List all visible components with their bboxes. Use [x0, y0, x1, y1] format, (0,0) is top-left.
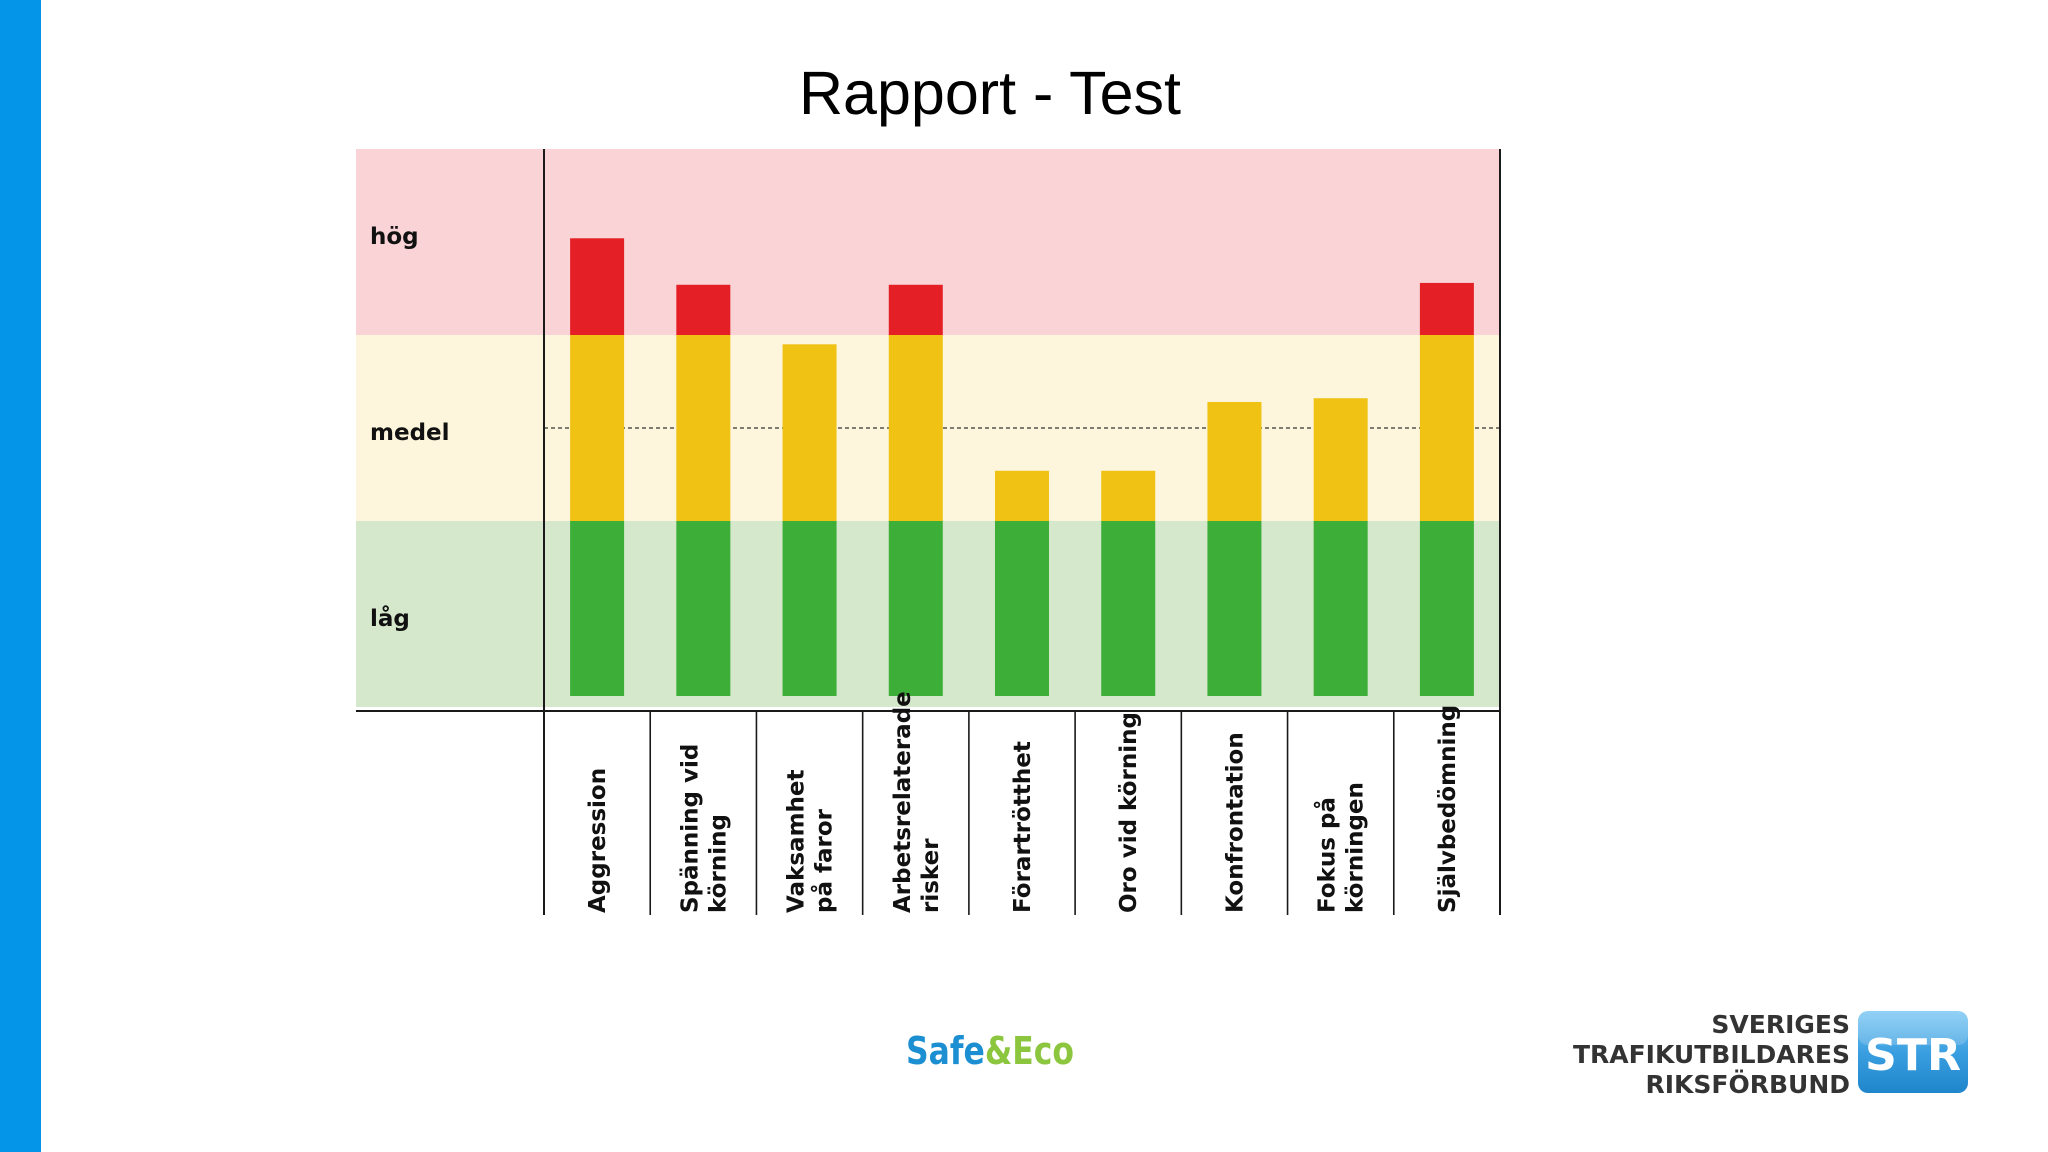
level-label-low: låg: [370, 605, 410, 632]
category-label-2: Spänning vid körning: [677, 744, 731, 913]
safeeco-eco-text: Eco: [1012, 1029, 1074, 1073]
bar-segment-medium-5: [995, 470, 1049, 521]
bar-segment-medium-7: [1207, 401, 1262, 521]
category-label-text: körningen: [1343, 782, 1369, 913]
bar-segment-low-4: [888, 521, 943, 696]
slide-title: Rapport - Test: [799, 59, 1181, 127]
bar-segment-low-5: [995, 521, 1049, 696]
svg-text:Safe&Eco: Safe&Eco: [906, 1029, 1074, 1073]
bar-segment-high-9: [1419, 282, 1474, 335]
str-organization-name: SVERIGES TRAFIKUTBILDARES RIKSFÖRBUND: [1460, 1010, 1850, 1100]
category-label-3: Vaksamhet på faror: [784, 769, 838, 913]
category-label-text: Arbetsrelaterade: [890, 691, 916, 913]
category-label-text: Oro vid körning: [1116, 712, 1142, 913]
category-label-5: Förartrötthet: [1010, 741, 1036, 913]
category-label-8: Fokus på körningen: [1314, 782, 1369, 913]
category-label-text: Förartrötthet: [1010, 741, 1036, 913]
bar-segment-medium-3: [782, 344, 837, 521]
category-label-7: Konfrontation: [1222, 732, 1248, 913]
bar-segment-medium-9: [1419, 335, 1474, 521]
str-line-2: TRAFIKUTBILDARES: [1572, 1040, 1850, 1069]
str-badge-text: STR: [1865, 1030, 1961, 1081]
bar-segment-low-8: [1313, 521, 1368, 696]
category-label-text: risker: [918, 838, 944, 913]
bar-segment-medium-8: [1313, 398, 1368, 521]
bar-segment-high-1: [570, 238, 625, 335]
bar-segment-low-7: [1207, 521, 1262, 696]
bar-segment-low-9: [1419, 521, 1474, 696]
str-logo-badge: STR: [1858, 1011, 1968, 1093]
category-label-1: Aggression: [585, 768, 611, 913]
safe-and-eco-logo: Safe&Eco: [906, 1029, 1074, 1073]
left-accent-bar: [0, 0, 41, 1152]
category-label-6: Oro vid körning: [1116, 712, 1142, 913]
safeeco-safe-text: Safe: [906, 1029, 985, 1073]
category-label-text: körning: [705, 814, 731, 913]
category-label-9: Självbedömning: [1435, 705, 1461, 913]
level-label-high: hög: [370, 224, 419, 250]
level-label-medium: medel: [370, 420, 450, 446]
category-label-text: Spänning vid: [677, 744, 703, 913]
category-label-4: Arbetsrelaterade risker: [890, 691, 944, 913]
category-label-text: Fokus på: [1314, 797, 1341, 913]
bar-segment-low-6: [1101, 521, 1156, 696]
bar-segment-low-1: [570, 521, 625, 696]
category-label-text: på faror: [811, 808, 838, 913]
bar-segment-low-3: [782, 521, 837, 696]
bar-segment-high-4: [888, 284, 943, 335]
bar-segment-medium-4: [888, 335, 943, 521]
category-label-text: Självbedömning: [1435, 705, 1461, 913]
bar-segment-medium-6: [1101, 470, 1156, 521]
str-line-3: RIKSFÖRBUND: [1645, 1070, 1850, 1099]
category-label-text: Konfrontation: [1222, 732, 1248, 913]
bar-segment-medium-1: [570, 335, 625, 521]
safeeco-amp-text: &: [985, 1029, 1012, 1073]
bar-segment-high-2: [676, 284, 731, 335]
bar-segment-medium-2: [676, 335, 731, 521]
bar-segment-low-2: [676, 521, 731, 696]
str-line-1: SVERIGES: [1711, 1010, 1850, 1039]
category-label-text: Vaksamhet: [784, 769, 810, 913]
category-label-text: Aggression: [585, 768, 611, 913]
